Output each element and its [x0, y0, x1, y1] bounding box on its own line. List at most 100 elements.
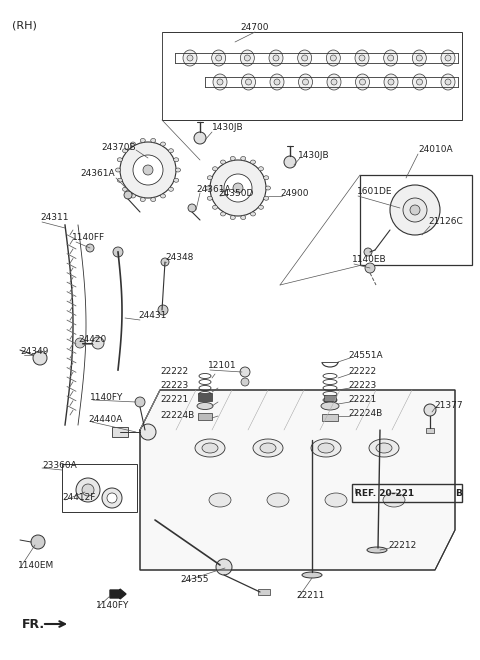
Text: FR.: FR. [22, 618, 45, 630]
Ellipse shape [174, 178, 179, 182]
Text: 24431: 24431 [138, 312, 167, 321]
Ellipse shape [160, 194, 166, 198]
Circle shape [140, 424, 156, 440]
Ellipse shape [318, 443, 334, 453]
Ellipse shape [369, 439, 399, 457]
Ellipse shape [240, 156, 246, 160]
Text: 12101: 12101 [208, 362, 237, 370]
Text: 24361A: 24361A [80, 170, 115, 178]
Ellipse shape [327, 74, 341, 90]
Circle shape [417, 79, 422, 85]
Circle shape [301, 55, 308, 61]
Text: 1140EM: 1140EM [18, 562, 54, 570]
Circle shape [124, 191, 132, 199]
Ellipse shape [412, 74, 427, 90]
Text: 24370B: 24370B [101, 143, 136, 152]
Text: 1430JB: 1430JB [212, 123, 244, 133]
Circle shape [161, 258, 169, 266]
Circle shape [360, 79, 365, 85]
Circle shape [416, 55, 422, 61]
Text: B: B [455, 488, 462, 498]
Ellipse shape [151, 197, 156, 201]
Ellipse shape [140, 197, 145, 201]
Bar [324, 395, 336, 401]
Circle shape [107, 493, 117, 503]
Text: 22212: 22212 [388, 541, 416, 550]
Bar [162, 32, 462, 120]
Text: 24412F: 24412F [62, 494, 96, 502]
Ellipse shape [269, 50, 283, 66]
Text: 24900: 24900 [280, 189, 309, 197]
Text: 24348: 24348 [165, 253, 193, 263]
Ellipse shape [240, 50, 254, 66]
Circle shape [331, 79, 337, 85]
Text: 21126C: 21126C [428, 218, 463, 226]
Text: 24551A: 24551A [348, 352, 383, 360]
Text: 24311: 24311 [40, 213, 69, 222]
Bar [258, 589, 270, 595]
Circle shape [388, 55, 394, 61]
Text: 1430JB: 1430JB [298, 150, 330, 160]
Circle shape [216, 559, 232, 575]
Text: 22224B: 22224B [348, 409, 382, 418]
Text: 24010A: 24010A [418, 145, 453, 154]
Circle shape [188, 204, 196, 212]
Circle shape [76, 478, 100, 502]
Circle shape [403, 198, 427, 222]
Ellipse shape [205, 186, 211, 190]
Text: 22211: 22211 [296, 591, 324, 601]
Ellipse shape [160, 142, 166, 146]
Circle shape [143, 165, 153, 175]
Ellipse shape [253, 439, 283, 457]
Bar [198, 393, 212, 401]
Text: 1140EB: 1140EB [352, 255, 386, 265]
Circle shape [187, 55, 193, 61]
Text: 22224B: 22224B [160, 411, 194, 420]
Ellipse shape [213, 205, 217, 209]
FancyArrow shape [110, 589, 126, 599]
Ellipse shape [117, 158, 122, 162]
Circle shape [390, 185, 440, 235]
Ellipse shape [265, 186, 271, 190]
Ellipse shape [131, 194, 135, 198]
Ellipse shape [122, 187, 128, 191]
Ellipse shape [202, 443, 218, 453]
Ellipse shape [151, 139, 156, 143]
Circle shape [241, 378, 249, 386]
Circle shape [445, 55, 451, 61]
Ellipse shape [168, 148, 173, 152]
Ellipse shape [356, 74, 370, 90]
Ellipse shape [259, 167, 264, 171]
Ellipse shape [195, 439, 225, 457]
Ellipse shape [441, 50, 455, 66]
Circle shape [274, 79, 280, 85]
Circle shape [364, 248, 372, 256]
Ellipse shape [441, 74, 455, 90]
Text: 24700: 24700 [241, 24, 269, 32]
Circle shape [92, 337, 104, 349]
Circle shape [245, 79, 252, 85]
Ellipse shape [131, 142, 135, 146]
Circle shape [158, 305, 168, 315]
Ellipse shape [176, 168, 180, 172]
Ellipse shape [116, 168, 120, 172]
Circle shape [410, 205, 420, 215]
Circle shape [233, 183, 243, 193]
Ellipse shape [251, 212, 255, 216]
Circle shape [330, 55, 336, 61]
Circle shape [388, 79, 394, 85]
Circle shape [31, 535, 45, 549]
Bar [62, 464, 137, 512]
Bar [198, 413, 212, 420]
Ellipse shape [230, 156, 235, 160]
Ellipse shape [299, 74, 312, 90]
Ellipse shape [260, 443, 276, 453]
Bar [426, 428, 434, 433]
Circle shape [135, 397, 145, 407]
Circle shape [133, 155, 163, 185]
Circle shape [86, 244, 94, 252]
Ellipse shape [140, 139, 145, 143]
Circle shape [424, 404, 436, 416]
Ellipse shape [241, 74, 255, 90]
Text: 1601DE: 1601DE [357, 187, 393, 197]
